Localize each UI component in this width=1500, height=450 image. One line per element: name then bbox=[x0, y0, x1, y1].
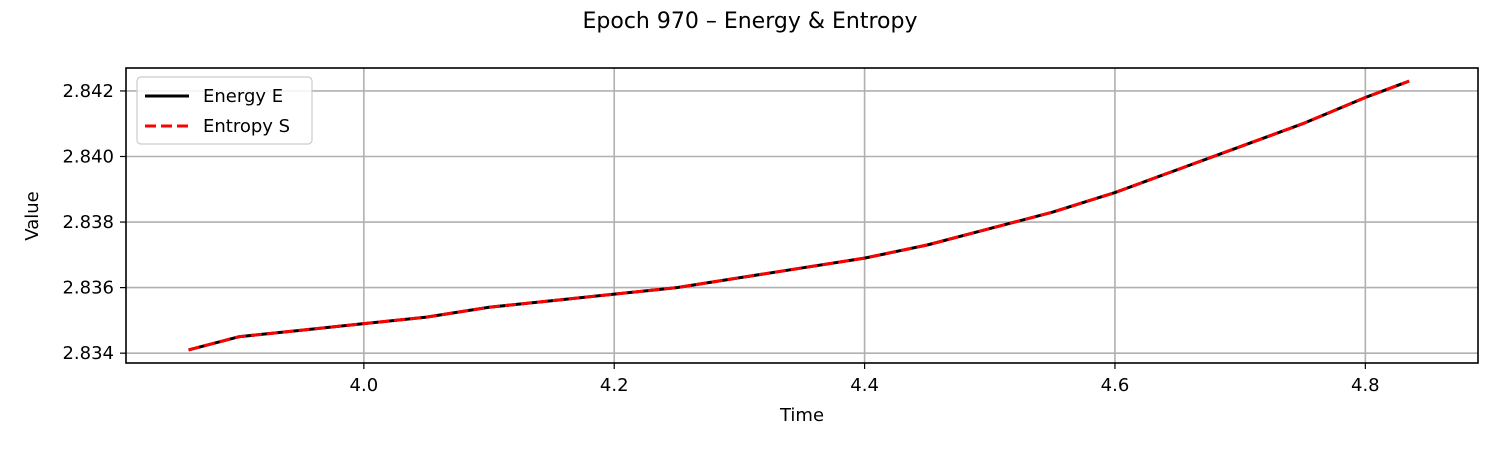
legend-energy-label: Energy E bbox=[203, 86, 283, 107]
grid bbox=[126, 68, 1478, 363]
chart-title: Epoch 970 – Energy & Entropy bbox=[583, 9, 918, 34]
y-tick-label: 2.838 bbox=[62, 212, 114, 233]
x-tick-label: 4.8 bbox=[1351, 375, 1380, 396]
y-tick-label: 2.842 bbox=[62, 81, 114, 102]
series-lines bbox=[188, 79, 1410, 352]
axis-ticks: 4.0 4.2 4.4 4.6 4.8 2.834 2.836 2.838 2.840 2.842 bbox=[62, 81, 1379, 396]
x-tick-label: 4.4 bbox=[850, 375, 879, 396]
x-tick-label: 4.6 bbox=[1101, 375, 1130, 396]
x-tick-label: 4.0 bbox=[350, 375, 379, 396]
x-tick-label: 4.2 bbox=[600, 375, 629, 396]
y-axis-label: Value bbox=[22, 191, 43, 240]
plot-frame bbox=[125, 67, 1479, 364]
x-axis-label: Time bbox=[779, 405, 824, 426]
legend: Energy E Entropy S bbox=[136, 76, 313, 145]
series-line-entropy-s bbox=[188, 79, 1410, 352]
legend-entropy-label: Entropy S bbox=[203, 116, 290, 137]
y-tick-label: 2.834 bbox=[62, 343, 114, 364]
y-tick-label: 2.836 bbox=[62, 278, 114, 299]
y-tick-label: 2.840 bbox=[62, 147, 114, 168]
